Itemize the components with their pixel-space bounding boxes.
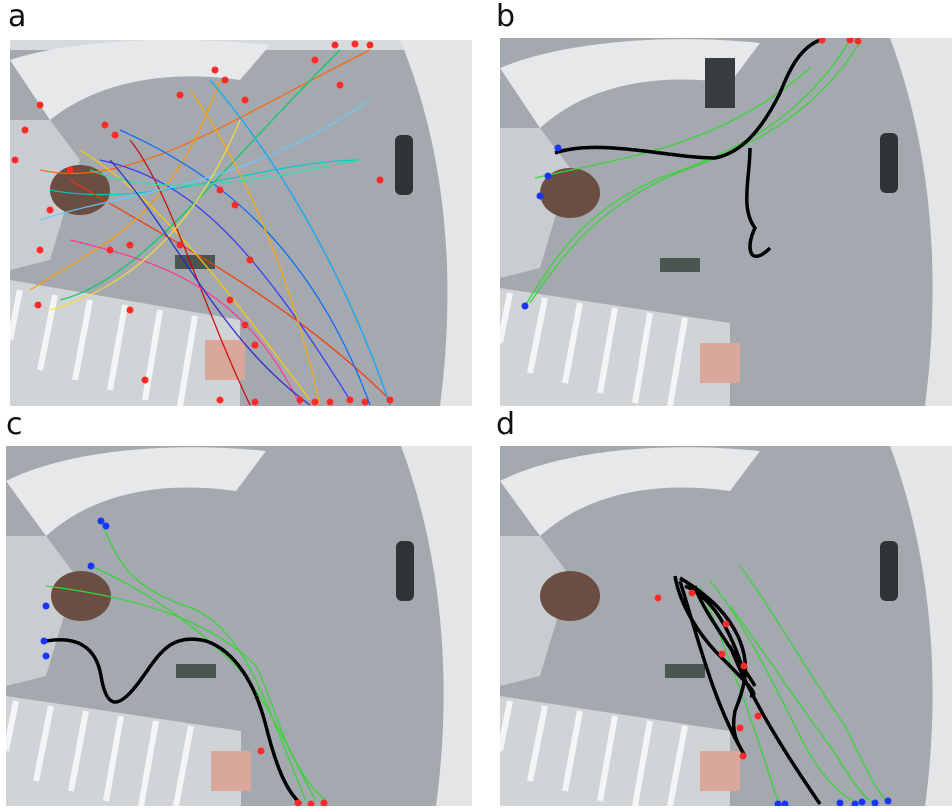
panel-label-a: a [8,0,27,34]
panel-a-scene [10,40,472,406]
panel-d-scene [500,446,952,806]
panel-b-image [500,38,952,406]
panel-c-scene [6,446,472,806]
panel-label-b: b [496,0,516,34]
panel-a-image [10,40,472,406]
panel-label-c: c [6,407,23,442]
panel-c-image [6,446,472,806]
panel-label-d: d [496,407,516,442]
panel-b-scene [500,38,952,406]
panel-d-image [500,446,952,806]
